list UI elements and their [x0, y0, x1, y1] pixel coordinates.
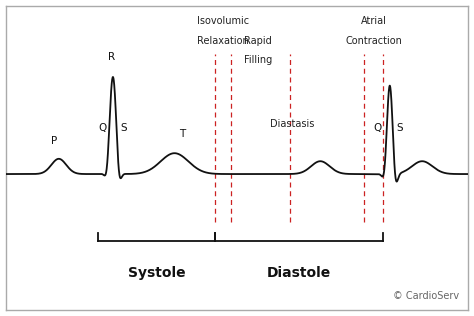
Text: P: P — [51, 136, 57, 146]
Text: R: R — [108, 52, 115, 62]
Text: Diastole: Diastole — [266, 266, 331, 280]
Text: Q: Q — [373, 123, 382, 133]
Text: Q: Q — [98, 123, 107, 133]
Text: © CardioServ: © CardioServ — [393, 291, 459, 301]
Text: Isovolumic: Isovolumic — [197, 16, 249, 27]
Text: Systole: Systole — [128, 266, 185, 280]
Text: Diastasis: Diastasis — [270, 119, 315, 129]
Text: Relaxation: Relaxation — [197, 36, 249, 46]
Text: Filling: Filling — [244, 55, 272, 65]
Text: T: T — [179, 129, 185, 139]
Text: S: S — [396, 123, 403, 133]
Text: Rapid: Rapid — [244, 36, 272, 46]
Text: Contraction: Contraction — [345, 36, 402, 46]
Text: Atrial: Atrial — [361, 16, 386, 27]
Text: S: S — [120, 123, 127, 133]
